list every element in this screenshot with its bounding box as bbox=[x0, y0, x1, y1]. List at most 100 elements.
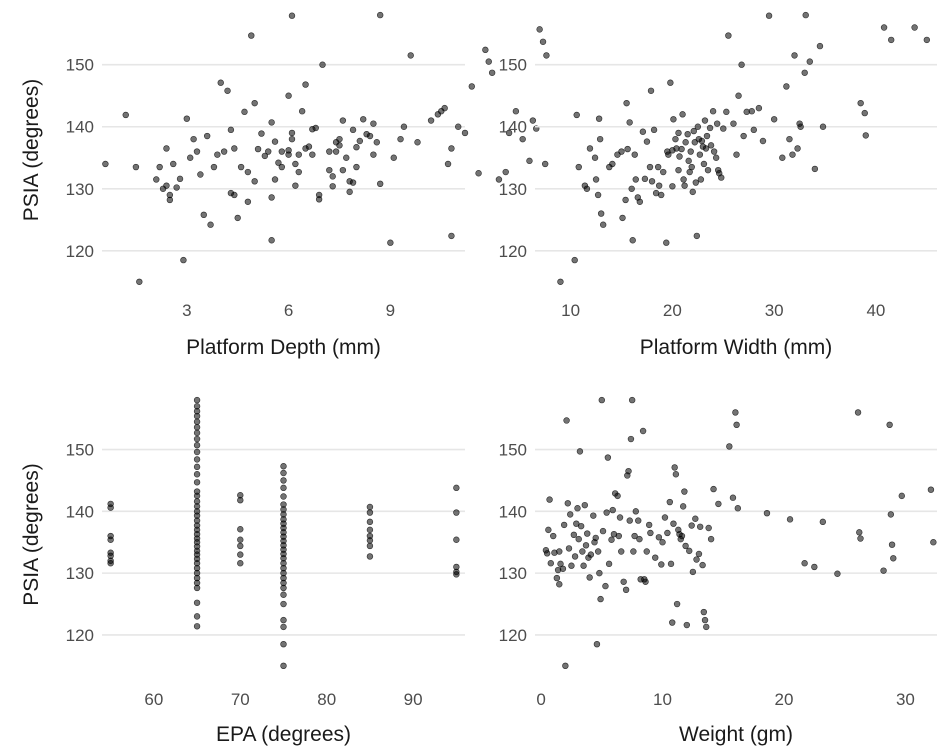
data-point bbox=[676, 153, 683, 160]
data-point bbox=[543, 52, 550, 59]
data-point bbox=[880, 567, 887, 574]
data-point bbox=[444, 160, 452, 168]
data-point bbox=[559, 565, 567, 572]
data-point bbox=[595, 115, 603, 122]
data-point bbox=[596, 135, 604, 143]
data-point bbox=[779, 154, 786, 161]
data-point bbox=[488, 69, 496, 76]
data-point bbox=[696, 523, 704, 530]
x-tick-label: 3 bbox=[182, 301, 191, 320]
data-point bbox=[563, 417, 570, 424]
data-point bbox=[539, 38, 547, 45]
data-point bbox=[632, 176, 639, 183]
data-point bbox=[680, 176, 687, 183]
data-point bbox=[710, 148, 718, 155]
data-point bbox=[390, 154, 397, 161]
data-point bbox=[923, 36, 931, 44]
data-point bbox=[193, 435, 201, 443]
data-point bbox=[603, 509, 610, 516]
data-point bbox=[526, 157, 533, 165]
data-point bbox=[667, 560, 675, 568]
data-point bbox=[706, 124, 714, 132]
data-point bbox=[305, 143, 313, 150]
x-tick-label: 90 bbox=[404, 690, 423, 709]
y-axis-title: PSIA (degrees) bbox=[20, 79, 43, 221]
data-point bbox=[258, 130, 265, 137]
data-point bbox=[407, 52, 414, 59]
data-point bbox=[703, 623, 710, 631]
data-point bbox=[329, 183, 336, 190]
data-point bbox=[591, 154, 599, 161]
data-point bbox=[608, 536, 615, 543]
data-point bbox=[575, 163, 582, 171]
x-tick-label: 70 bbox=[231, 690, 250, 709]
data-point bbox=[688, 522, 695, 529]
data-point bbox=[669, 183, 676, 190]
data-point bbox=[725, 32, 732, 39]
data-point bbox=[786, 135, 793, 143]
data-point bbox=[602, 582, 609, 590]
data-point bbox=[280, 600, 287, 608]
data-point bbox=[643, 138, 651, 145]
data-point bbox=[616, 514, 624, 521]
data-point bbox=[448, 145, 455, 152]
data-point bbox=[366, 542, 374, 550]
data-point bbox=[682, 139, 689, 146]
data-point bbox=[288, 129, 296, 137]
data-point bbox=[244, 198, 252, 205]
data-point bbox=[567, 511, 574, 518]
data-point bbox=[280, 662, 287, 670]
data-point bbox=[366, 553, 374, 560]
y-tick-label: 140 bbox=[499, 502, 527, 521]
data-point bbox=[682, 542, 689, 550]
data-point bbox=[636, 198, 644, 205]
data-point bbox=[366, 509, 374, 516]
data-point bbox=[654, 163, 662, 171]
data-point bbox=[786, 516, 794, 523]
data-point bbox=[280, 484, 287, 492]
data-point bbox=[376, 11, 384, 19]
y-tick-label: 120 bbox=[499, 242, 527, 261]
data-point bbox=[461, 129, 469, 137]
data-point bbox=[652, 554, 659, 561]
data-point bbox=[647, 529, 654, 537]
data-point bbox=[627, 435, 635, 443]
data-point bbox=[692, 515, 699, 522]
data-point bbox=[765, 12, 773, 19]
data-point bbox=[278, 163, 286, 171]
data-point bbox=[693, 232, 701, 240]
data-point bbox=[698, 137, 706, 145]
data-point bbox=[783, 83, 790, 90]
data-point bbox=[193, 613, 201, 620]
data-point bbox=[248, 32, 255, 39]
data-point bbox=[675, 129, 682, 137]
data-point bbox=[645, 521, 653, 529]
data-point bbox=[658, 561, 665, 568]
y-tick-label: 150 bbox=[499, 441, 527, 460]
data-point bbox=[729, 494, 737, 501]
x-tick-label: 60 bbox=[144, 690, 163, 709]
y-tick-label: 120 bbox=[66, 242, 94, 261]
x-axis-title: Platform Width (mm) bbox=[640, 336, 833, 359]
y-tick-label: 150 bbox=[66, 56, 94, 75]
data-point bbox=[770, 116, 778, 123]
data-point bbox=[176, 175, 184, 183]
data-point bbox=[254, 145, 262, 153]
data-point bbox=[631, 532, 638, 540]
data-point bbox=[587, 551, 595, 558]
data-point bbox=[217, 79, 224, 86]
data-point bbox=[336, 135, 343, 143]
data-point bbox=[349, 126, 357, 134]
data-point bbox=[271, 138, 279, 145]
data-point bbox=[200, 211, 207, 219]
data-point bbox=[448, 232, 455, 240]
data-point bbox=[193, 148, 201, 155]
data-point bbox=[122, 111, 129, 119]
x-axis-title: EPA (degrees) bbox=[216, 723, 351, 746]
data-point bbox=[231, 191, 238, 199]
data-point bbox=[854, 409, 862, 416]
data-point bbox=[280, 493, 287, 500]
data-point bbox=[596, 569, 603, 577]
data-point bbox=[326, 166, 333, 174]
data-point bbox=[575, 535, 582, 543]
